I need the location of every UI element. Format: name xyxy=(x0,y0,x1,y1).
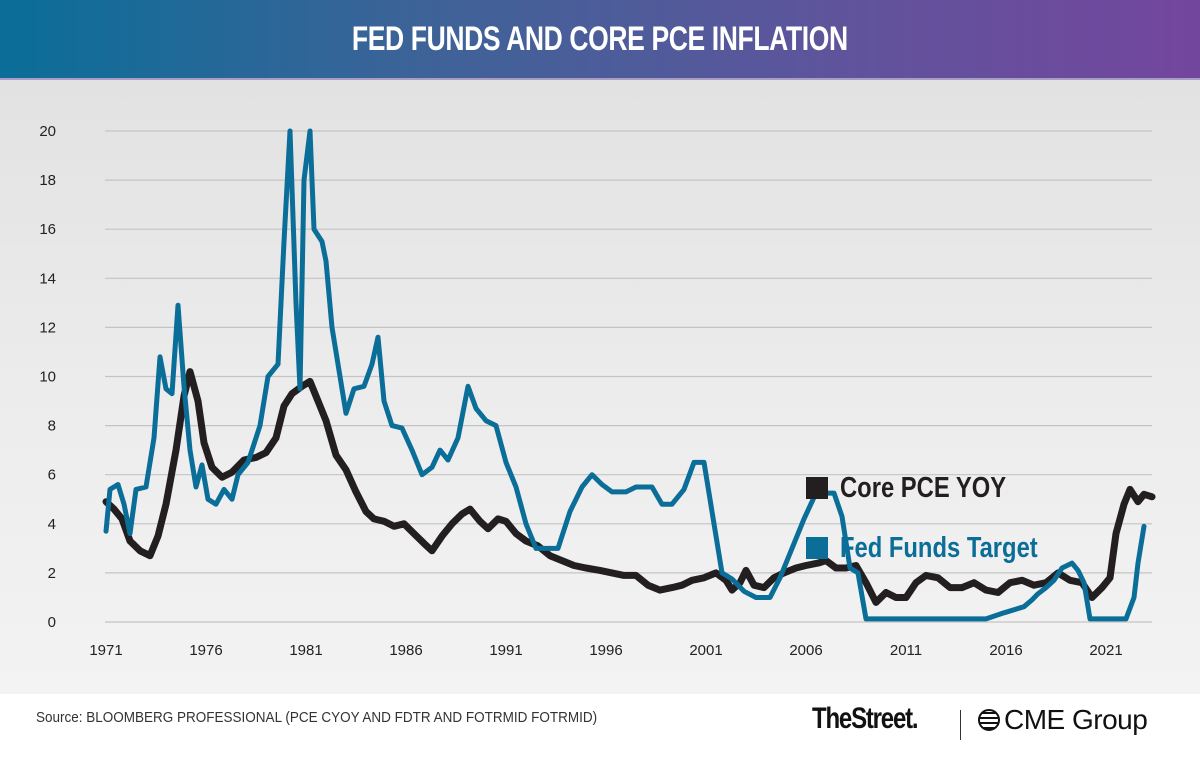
legend-item-core-pce: Core PCE YOY xyxy=(806,458,1081,518)
legend-swatch-core-pce xyxy=(806,477,828,499)
thestreet-logo: TheStreet. xyxy=(812,702,919,735)
series-lines xyxy=(102,128,1156,622)
x-tick-label: 2006 xyxy=(789,642,822,659)
globe-icon xyxy=(978,709,1000,731)
source-note: Source: BLOOMBERG PROFESSIONAL (PCE CYOY… xyxy=(36,709,598,726)
y-tick-label: 14 xyxy=(39,270,56,287)
chart-title-banner: FED FUNDS AND CORE PCE INFLATION xyxy=(0,0,1200,80)
y-tick-label: 20 xyxy=(39,123,56,140)
x-tick-label: 2001 xyxy=(689,642,722,659)
footer: Source: BLOOMBERG PROFESSIONAL (PCE CYOY… xyxy=(0,694,1200,760)
x-tick-label: 1986 xyxy=(389,642,422,659)
x-axis-ticks: 1971 1976 1981 1986 1991 1996 2001 2006 2011 2016… xyxy=(89,642,1122,659)
cme-group-logo: CME Group xyxy=(978,704,1148,736)
y-tick-label: 0 xyxy=(48,614,56,631)
y-tick-label: 6 xyxy=(48,467,56,484)
x-tick-label: 1971 xyxy=(89,642,122,659)
legend-label-fed-funds: Fed Funds Target xyxy=(840,531,1038,564)
y-tick-label: 2 xyxy=(48,565,56,582)
y-tick-label: 18 xyxy=(39,172,56,189)
series-line-fed-funds xyxy=(103,128,1147,622)
x-tick-label: 1991 xyxy=(489,642,522,659)
chart-area: 0 2 4 6 8 10 12 14 16 18 20 1971 1976 1981 1986 1991 19… xyxy=(0,80,1200,694)
x-tick-label: 1976 xyxy=(189,642,222,659)
x-tick-label: 1996 xyxy=(589,642,622,659)
x-tick-label: 2016 xyxy=(989,642,1022,659)
y-tick-label: 16 xyxy=(39,221,56,238)
y-tick-label: 4 xyxy=(48,516,56,533)
x-tick-label: 1981 xyxy=(289,642,322,659)
y-tick-label: 8 xyxy=(48,418,56,435)
series-line-core-pce xyxy=(102,368,1156,606)
y-tick-label: 12 xyxy=(39,319,56,336)
y-tick-label: 10 xyxy=(39,369,56,386)
legend-label-core-pce: Core PCE YOY xyxy=(840,471,1007,504)
cme-group-logo-text: CME Group xyxy=(1004,704,1148,735)
legend: Core PCE YOY Fed Funds Target xyxy=(806,458,1081,578)
logo-divider xyxy=(960,710,961,740)
legend-item-fed-funds: Fed Funds Target xyxy=(806,518,1081,578)
y-axis-ticks: 0 2 4 6 8 10 12 14 16 18 20 xyxy=(39,123,56,631)
x-tick-label: 2011 xyxy=(890,642,922,659)
legend-swatch-fed-funds xyxy=(806,537,828,559)
chart-title: FED FUNDS AND CORE PCE INFLATION xyxy=(352,19,848,58)
x-tick-label: 2021 xyxy=(1089,642,1122,659)
